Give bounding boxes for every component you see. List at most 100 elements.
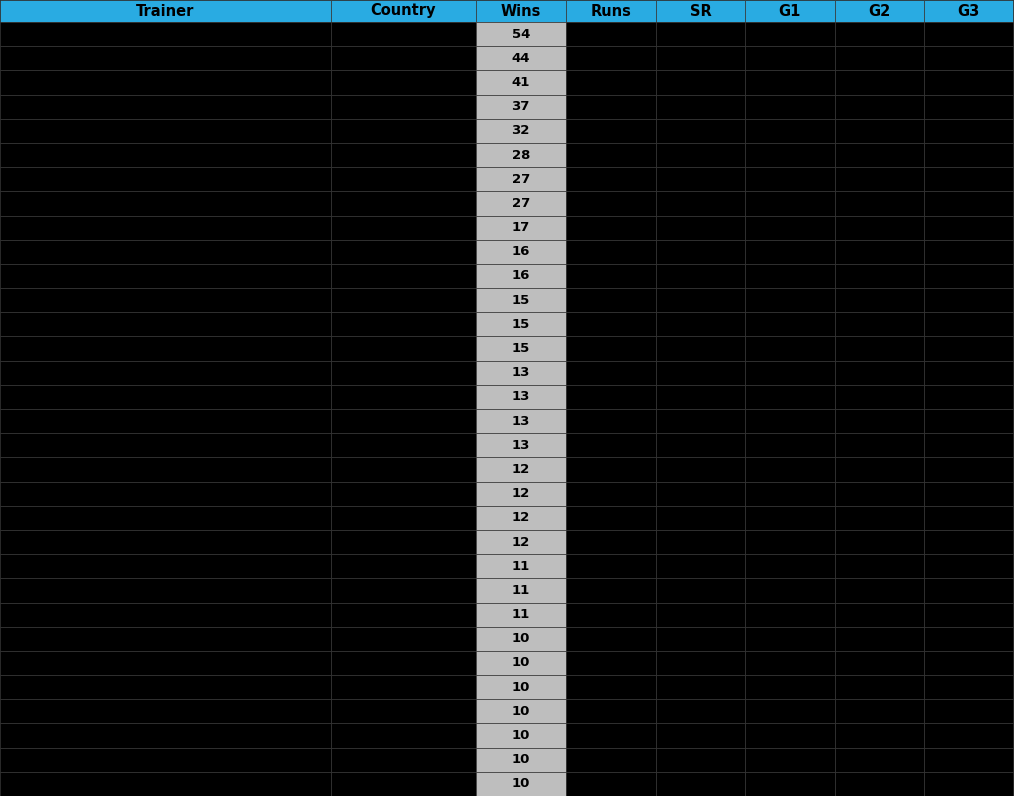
Text: 10: 10 bbox=[511, 632, 530, 646]
Bar bbox=[835, 312, 924, 337]
Bar bbox=[0, 482, 331, 505]
Bar bbox=[566, 724, 656, 747]
Bar bbox=[656, 22, 745, 46]
Bar bbox=[566, 409, 656, 433]
Bar bbox=[835, 772, 924, 796]
Bar bbox=[745, 409, 835, 433]
Bar bbox=[924, 191, 1013, 216]
Bar bbox=[476, 626, 566, 651]
Bar bbox=[745, 240, 835, 264]
Bar bbox=[835, 143, 924, 167]
Bar bbox=[745, 579, 835, 603]
Text: 13: 13 bbox=[511, 390, 530, 404]
Bar bbox=[566, 579, 656, 603]
Text: 12: 12 bbox=[512, 463, 529, 476]
Bar bbox=[566, 22, 656, 46]
Bar bbox=[656, 626, 745, 651]
Bar bbox=[745, 530, 835, 554]
Bar bbox=[331, 70, 476, 95]
Bar bbox=[835, 0, 924, 22]
Bar bbox=[0, 240, 331, 264]
Bar bbox=[476, 505, 566, 530]
Bar bbox=[331, 337, 476, 361]
Bar bbox=[476, 22, 566, 46]
Bar bbox=[835, 216, 924, 240]
Bar bbox=[566, 143, 656, 167]
Bar bbox=[566, 651, 656, 675]
Bar bbox=[476, 0, 566, 22]
Bar bbox=[566, 0, 656, 22]
Bar bbox=[331, 675, 476, 699]
Bar bbox=[566, 216, 656, 240]
Bar bbox=[0, 22, 331, 46]
Bar bbox=[924, 167, 1013, 191]
Bar bbox=[835, 167, 924, 191]
Bar bbox=[476, 409, 566, 433]
Bar bbox=[656, 216, 745, 240]
Bar bbox=[0, 458, 331, 482]
Bar bbox=[0, 699, 331, 724]
Text: 32: 32 bbox=[511, 124, 530, 138]
Bar bbox=[331, 288, 476, 312]
Text: 10: 10 bbox=[511, 729, 530, 742]
Text: 13: 13 bbox=[511, 415, 530, 427]
Bar bbox=[835, 22, 924, 46]
Bar bbox=[331, 626, 476, 651]
Text: Runs: Runs bbox=[590, 3, 632, 18]
Text: 10: 10 bbox=[511, 778, 530, 790]
Bar bbox=[656, 0, 745, 22]
Bar bbox=[331, 143, 476, 167]
Bar bbox=[835, 361, 924, 384]
Bar bbox=[566, 95, 656, 119]
Bar bbox=[476, 482, 566, 505]
Bar bbox=[0, 167, 331, 191]
Bar bbox=[835, 554, 924, 579]
Bar bbox=[476, 772, 566, 796]
Bar bbox=[924, 626, 1013, 651]
Text: 16: 16 bbox=[511, 245, 530, 258]
Bar bbox=[924, 312, 1013, 337]
Bar bbox=[745, 384, 835, 409]
Bar bbox=[476, 167, 566, 191]
Bar bbox=[476, 119, 566, 143]
Bar bbox=[331, 699, 476, 724]
Bar bbox=[745, 458, 835, 482]
Bar bbox=[0, 384, 331, 409]
Bar bbox=[656, 772, 745, 796]
Bar bbox=[566, 699, 656, 724]
Bar bbox=[835, 264, 924, 288]
Bar bbox=[566, 384, 656, 409]
Bar bbox=[0, 95, 331, 119]
Bar bbox=[924, 482, 1013, 505]
Bar bbox=[656, 240, 745, 264]
Bar bbox=[0, 772, 331, 796]
Text: SR: SR bbox=[690, 3, 712, 18]
Bar bbox=[476, 675, 566, 699]
Bar bbox=[656, 70, 745, 95]
Bar bbox=[924, 264, 1013, 288]
Bar bbox=[924, 337, 1013, 361]
Bar bbox=[0, 191, 331, 216]
Bar bbox=[835, 95, 924, 119]
Bar bbox=[745, 747, 835, 772]
Bar bbox=[566, 264, 656, 288]
Bar bbox=[656, 312, 745, 337]
Bar bbox=[745, 216, 835, 240]
Bar bbox=[0, 675, 331, 699]
Bar bbox=[835, 482, 924, 505]
Bar bbox=[331, 505, 476, 530]
Bar bbox=[0, 651, 331, 675]
Bar bbox=[745, 143, 835, 167]
Text: G2: G2 bbox=[868, 3, 890, 18]
Bar bbox=[476, 46, 566, 70]
Bar bbox=[745, 288, 835, 312]
Bar bbox=[656, 95, 745, 119]
Bar bbox=[656, 554, 745, 579]
Bar bbox=[331, 361, 476, 384]
Bar bbox=[656, 651, 745, 675]
Bar bbox=[835, 675, 924, 699]
Bar bbox=[835, 288, 924, 312]
Bar bbox=[656, 361, 745, 384]
Bar bbox=[745, 361, 835, 384]
Bar bbox=[924, 699, 1013, 724]
